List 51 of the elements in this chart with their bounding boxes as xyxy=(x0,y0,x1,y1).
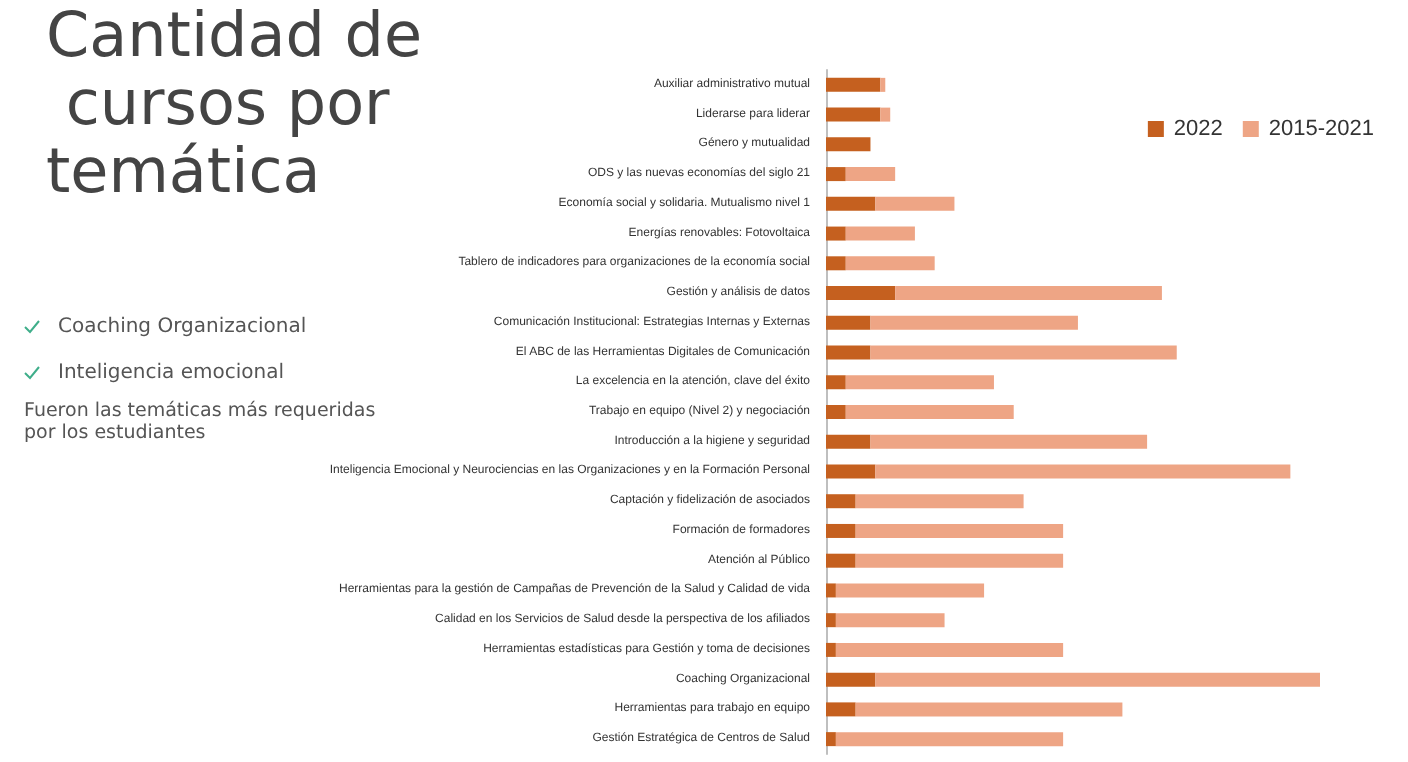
text: Fueron las temáticas más requeridas por los estudiantes xyxy=(24,400,378,444)
bar xyxy=(826,77,881,92)
bar xyxy=(875,672,1320,687)
bar xyxy=(826,642,836,657)
bar xyxy=(826,256,846,271)
bar xyxy=(870,434,1148,449)
bar xyxy=(826,286,896,301)
bar xyxy=(826,672,876,687)
bar xyxy=(880,77,886,92)
bar xyxy=(870,345,1177,360)
text: Inteligencia emocional xyxy=(58,362,284,384)
bar xyxy=(855,702,1123,717)
bar xyxy=(826,702,856,717)
legend-label: 2022 xyxy=(1173,117,1223,141)
bar xyxy=(826,196,876,211)
bar xyxy=(835,583,985,598)
bar xyxy=(826,345,871,360)
bar xyxy=(875,464,1291,479)
bar xyxy=(826,464,876,479)
bar xyxy=(845,226,915,241)
bar xyxy=(826,405,846,419)
bar xyxy=(855,494,1024,509)
bar xyxy=(826,732,836,747)
bar xyxy=(826,226,846,241)
bar xyxy=(826,583,836,598)
bar xyxy=(826,494,856,509)
bar xyxy=(826,553,856,568)
bar xyxy=(826,137,871,152)
bar xyxy=(826,613,836,628)
bar xyxy=(870,315,1078,330)
bar xyxy=(855,553,1064,568)
text: Cantidad de cursos por temática xyxy=(46,0,423,208)
bar xyxy=(855,523,1064,538)
bar xyxy=(845,375,994,390)
bar xyxy=(835,642,1064,657)
bar xyxy=(826,523,856,538)
bar xyxy=(826,315,871,330)
bar xyxy=(895,286,1162,301)
bar xyxy=(826,434,871,449)
text: Coaching Organizacional xyxy=(58,316,307,338)
bar xyxy=(845,256,935,271)
bar xyxy=(835,732,1064,747)
bar xyxy=(875,196,955,211)
legend-label: 2015-2021 xyxy=(1268,117,1375,141)
bar xyxy=(826,107,881,122)
bar xyxy=(826,167,846,182)
bar xyxy=(880,107,891,122)
bar xyxy=(826,375,846,390)
bar xyxy=(845,405,1014,419)
bar xyxy=(835,613,945,628)
bar xyxy=(845,167,896,182)
